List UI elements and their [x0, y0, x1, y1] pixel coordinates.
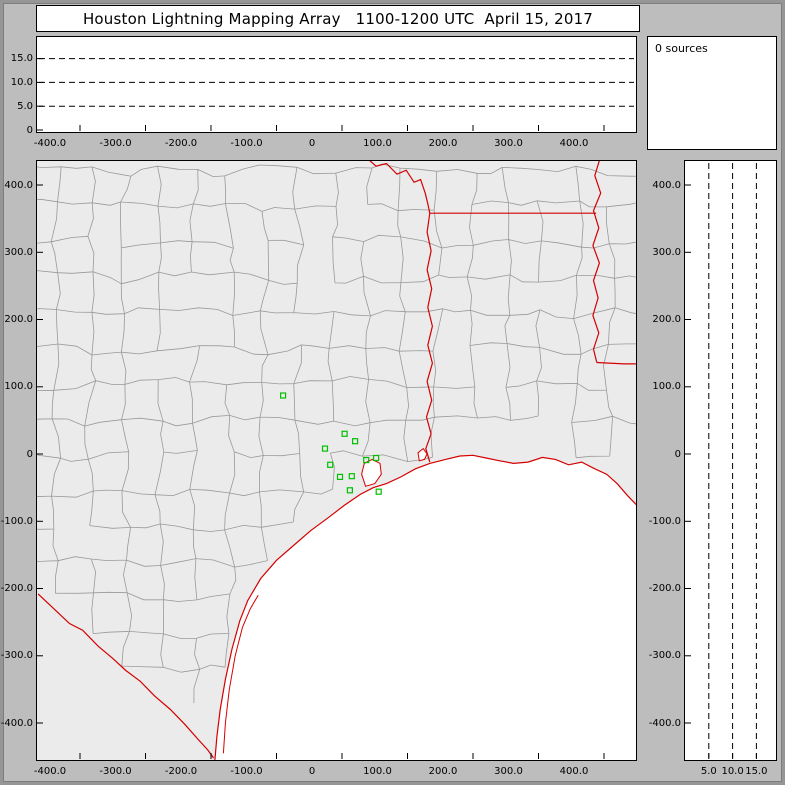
top-panel-y-tick-label: 5.0 [17, 100, 33, 112]
map-y-tick-label: 300.0 [4, 246, 33, 258]
station-marker [363, 457, 370, 464]
county-boundaries [37, 163, 636, 704]
map-y-tick-label: -300.0 [0, 650, 33, 662]
map-x-tick-label: 200.0 [428, 766, 458, 777]
top-panel-x-tick-label: 200.0 [428, 138, 458, 149]
map-y-tick-label: -100.0 [0, 515, 33, 527]
station-marker [321, 445, 329, 452]
right-panel-y-tick-label: -400.0 [648, 717, 681, 729]
station-marker [375, 488, 382, 495]
sources-count-label: 0 sources [655, 42, 708, 55]
right-panel-y-tick-label: 100.0 [652, 381, 681, 393]
map-x-tick-label: 0 [308, 766, 316, 777]
state-border [596, 361, 636, 365]
altitude-ew-plot [37, 58, 634, 131]
coastline [214, 454, 636, 760]
map-y-tick-label: -200.0 [0, 583, 33, 594]
altitude-vs-ew-panel [36, 36, 637, 133]
state-border [592, 161, 602, 363]
galveston-bay [361, 458, 382, 487]
map-y-tick-label: 200.0 [4, 314, 33, 325]
sabine-lake [417, 447, 428, 462]
page-title: Houston Lightning Mapping Array 1100-120… [82, 9, 594, 28]
title-bar: Houston Lightning Mapping Array 1100-120… [36, 5, 640, 32]
map-x-tick-label: -100.0 [230, 766, 263, 777]
right-panel-y-tick-label: -100.0 [648, 515, 681, 527]
state-border [37, 593, 215, 759]
station-marker [327, 461, 334, 468]
map-y-tick-label: 100.0 [4, 381, 33, 393]
plan-view-map-panel [36, 160, 637, 761]
station-marker [280, 392, 287, 399]
station-marker [348, 473, 355, 480]
right-panel-y-tick-label: 300.0 [652, 246, 681, 258]
map-x-tick-label: 300.0 [494, 766, 523, 777]
barrier-island [222, 594, 259, 754]
station-marker [336, 473, 344, 480]
top-panel-x-tick-label: 0 [308, 138, 316, 149]
right-panel-x-tick-label: 15.0 [745, 766, 768, 777]
map-x-tick-label: -400.0 [33, 766, 67, 777]
state-border [425, 213, 434, 463]
station-marker [352, 438, 359, 445]
altitude-ns-plot [685, 163, 757, 759]
top-panel-y-tick-label: 10.0 [10, 76, 33, 88]
right-panel-y-tick-label: 0 [674, 448, 681, 460]
top-panel-x-tick-label: 300.0 [494, 138, 523, 149]
station-marker [341, 430, 348, 437]
station-marker [373, 454, 380, 462]
top-panel-x-tick-label: 400.0 [559, 138, 589, 149]
map-y-tick-label: 400.0 [4, 179, 33, 191]
sources-count-panel: 0 sources [647, 36, 777, 150]
station-marker [346, 487, 353, 494]
gulf-of-mexico [214, 455, 636, 760]
altitude-vs-ns-panel [684, 160, 777, 761]
top-panel-x-tick-label: -100.0 [230, 138, 263, 149]
right-panel-y-tick-label: 200.0 [652, 314, 681, 325]
top-panel-x-tick-label: 100.0 [363, 138, 392, 149]
top-panel-x-tick-label: -200.0 [164, 138, 198, 149]
right-panel-y-tick-label: 400.0 [652, 179, 681, 191]
map-y-tick-label: 0 [26, 448, 33, 460]
lma-stations [280, 392, 382, 495]
map-x-tick-label: -200.0 [164, 766, 198, 777]
right-panel-x-tick-label: 5.0 [700, 766, 717, 777]
top-panel-y-tick-label: 0 [26, 124, 33, 136]
map-x-tick-label: -300.0 [99, 766, 132, 777]
right-panel-y-tick-label: -200.0 [648, 583, 681, 594]
right-panel-y-tick-label: -300.0 [648, 650, 681, 662]
map-x-tick-label: 100.0 [363, 766, 392, 777]
top-panel-x-tick-label: -300.0 [99, 138, 132, 149]
top-panel-x-tick-label: -400.0 [33, 138, 67, 149]
top-panel-y-tick-label: 15.0 [10, 53, 33, 65]
texas-map [37, 161, 636, 760]
right-panel-x-tick-label: 10.0 [721, 766, 744, 777]
map-y-tick-label: -400.0 [0, 717, 33, 729]
state-border [369, 161, 431, 214]
map-x-tick-label: 400.0 [559, 766, 589, 777]
